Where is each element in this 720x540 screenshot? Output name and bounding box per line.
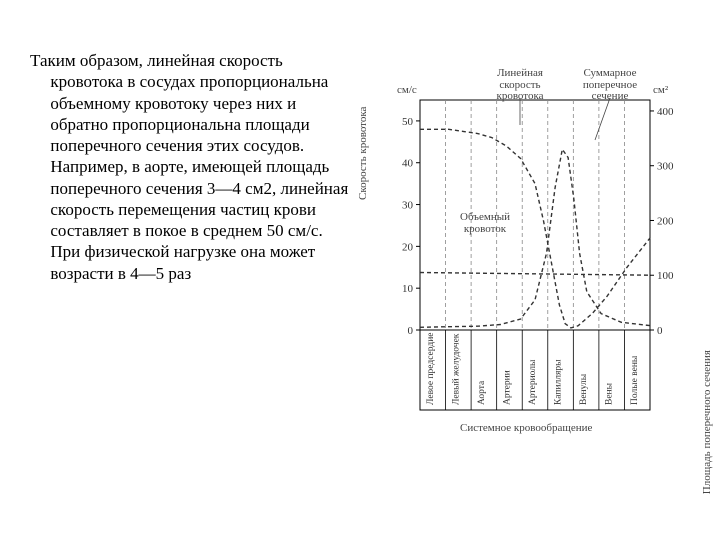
svg-text:300: 300 — [657, 161, 674, 173]
svg-text:0: 0 — [657, 325, 663, 337]
slide-container: Таким образом, линейная скорость кровото… — [0, 0, 720, 540]
svg-text:Левое предсердие: Левое предсердие — [426, 332, 436, 405]
svg-text:Полые вены: Полые вены — [630, 355, 640, 405]
svg-text:Артерии: Артерии — [502, 370, 512, 405]
left-unit: см/с — [397, 84, 417, 96]
chart-wrapper: см/с см² Линейная скорость кровотока Сум… — [365, 70, 695, 470]
chart-column: см/с см² Линейная скорость кровотока Сум… — [355, 50, 702, 510]
svg-text:Венулы: Венулы — [579, 373, 589, 405]
annot-volume: Объемный кровоток — [450, 212, 520, 235]
annot-cross-text: Суммарное поперечное сечение — [583, 67, 637, 102]
left-axis-label: Скорость кровотока — [357, 107, 369, 200]
svg-text:0: 0 — [408, 325, 414, 337]
text-column: Таким образом, линейная скорость кровото… — [30, 50, 355, 510]
svg-text:100: 100 — [657, 270, 674, 282]
x-caption: Системное кровообращение — [460, 422, 592, 434]
svg-text:Артериолы: Артериолы — [528, 359, 538, 405]
annot-cross-section: Суммарное поперечное сечение — [570, 68, 650, 103]
annot-linear-text: Линейная скорость кровотока — [496, 67, 543, 102]
svg-text:30: 30 — [402, 200, 414, 212]
right-axis-label: Площадь поперечного сечения — [701, 350, 713, 494]
svg-text:200: 200 — [657, 215, 674, 227]
chart-svg: 0 10 20 30 40 50 0 100 200 300 400 Левое предсердие… — [365, 70, 695, 470]
svg-text:50: 50 — [402, 116, 414, 128]
svg-text:Левый желудочек: Левый желудочек — [450, 333, 461, 405]
svg-text:Аорта: Аорта — [477, 380, 487, 405]
svg-text:40: 40 — [402, 158, 414, 170]
paragraph-text: Таким образом, линейная скорость кровото… — [30, 50, 355, 284]
annot-volume-text: Объемный кровоток — [460, 211, 510, 235]
svg-text:10: 10 — [402, 283, 414, 295]
svg-text:Капилляры: Капилляры — [554, 359, 564, 405]
annot-linear-speed: Линейная скорость кровотока — [485, 68, 555, 103]
svg-text:400: 400 — [657, 106, 674, 118]
svg-text:20: 20 — [402, 241, 414, 253]
svg-text:Вены: Вены — [605, 382, 615, 405]
right-unit: см² — [653, 84, 668, 96]
